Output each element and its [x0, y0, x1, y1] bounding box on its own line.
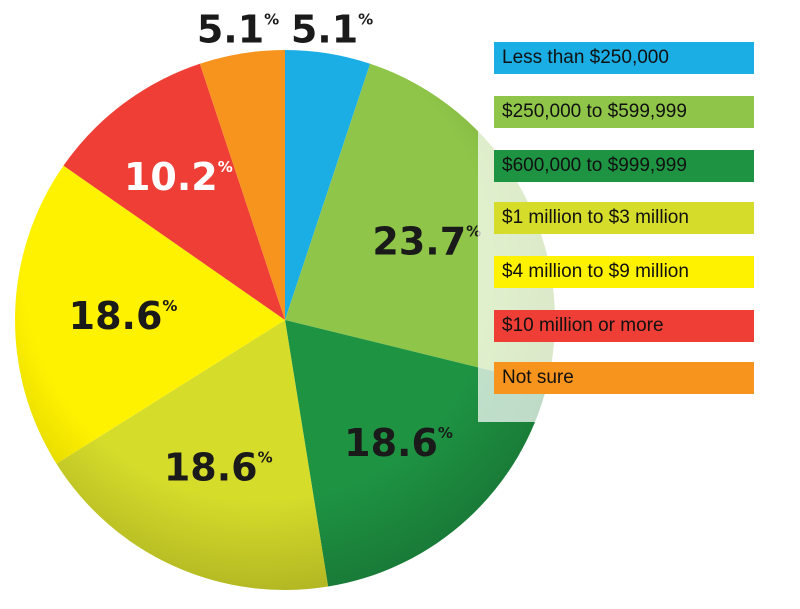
- legend-item-6: $10 million or more: [494, 310, 754, 342]
- legend-item-1: Less than $250,000: [494, 42, 754, 74]
- legend-item-7: Not sure: [494, 362, 754, 394]
- legend-item-5: $4 million to $9 million: [494, 256, 754, 288]
- data-label-6: 10.2%: [124, 155, 233, 199]
- legend-item-2: $250,000 to $599,999: [494, 96, 754, 128]
- legend-label: $4 million to $9 million: [502, 261, 689, 282]
- legend: Less than $250,000 $250,000 to $599,999 $6…: [478, 26, 768, 422]
- data-label-2: 23.7%: [372, 220, 481, 264]
- legend-label: $10 million or more: [502, 315, 664, 336]
- data-label-1: 5.1%: [291, 7, 373, 51]
- legend-label: $600,000 to $999,999: [502, 155, 687, 176]
- data-label-3: 18.6%: [344, 421, 453, 465]
- legend-item-3: $600,000 to $999,999: [494, 150, 754, 182]
- legend-label: Less than $250,000: [502, 47, 669, 68]
- legend-label: Not sure: [502, 367, 574, 388]
- legend-label: $250,000 to $599,999: [502, 101, 687, 122]
- data-label-4: 18.6%: [164, 446, 273, 490]
- pie-data-labels: 5.1% 23.7% 18.6% 18.6% 18.6% 10.2% 5.1%: [69, 7, 482, 489]
- legend-item-4: $1 million to $3 million: [494, 202, 754, 234]
- legend-label: $1 million to $3 million: [502, 207, 689, 228]
- data-label-7: 5.1%: [197, 7, 279, 51]
- data-label-5: 18.6%: [69, 294, 178, 338]
